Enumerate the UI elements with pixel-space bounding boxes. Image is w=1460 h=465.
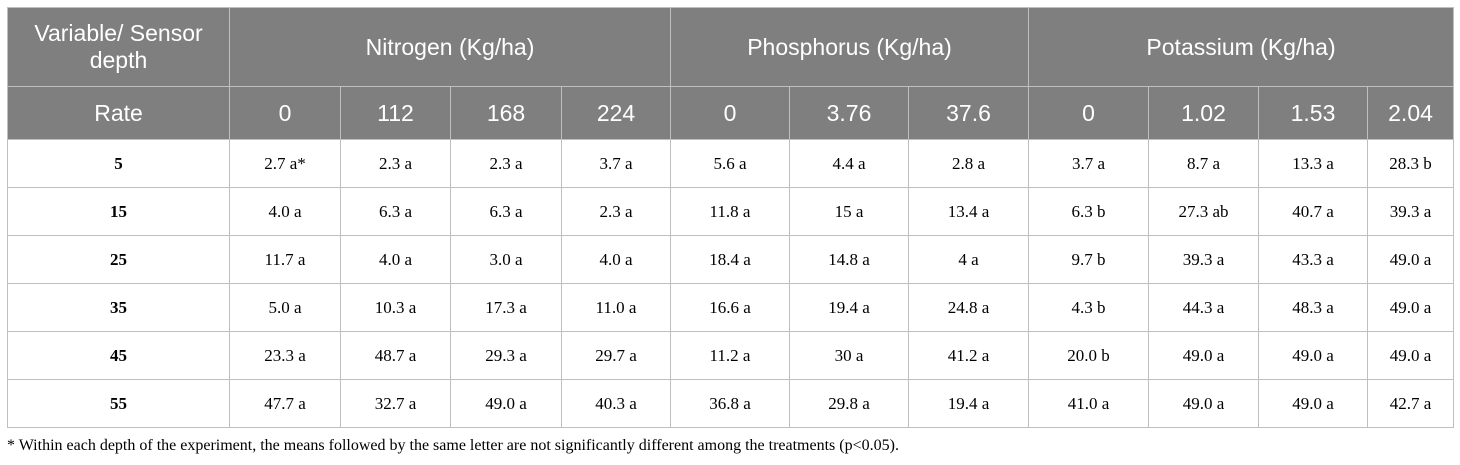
rate-header-cell: 112 [340, 86, 451, 140]
value-cell: 49.0 a [450, 379, 562, 428]
group-header-phosphorus: Phosphorus (Kg/ha) [669, 7, 1030, 87]
depth-cell: 5 [7, 139, 230, 188]
value-cell: 11.8 a [670, 187, 790, 236]
value-cell: 3.7 a [1028, 139, 1150, 188]
depth-cell: 35 [7, 283, 230, 332]
value-cell: 4.3 b [1028, 283, 1150, 332]
value-cell: 14.8 a [789, 235, 909, 284]
value-cell: 19.4 a [789, 283, 909, 332]
value-cell: 5.6 a [670, 139, 790, 188]
value-cell: 49.0 a [1367, 283, 1455, 332]
value-cell: 29.3 a [450, 331, 562, 380]
value-cell: 41.2 a [907, 331, 1030, 380]
rate-header-cell: 1.02 [1148, 86, 1260, 140]
value-cell: 36.8 a [670, 379, 790, 428]
rate-header-cell: 1.53 [1258, 86, 1369, 140]
value-cell: 10.3 a [340, 283, 451, 332]
value-cell: 41.0 a [1028, 379, 1150, 428]
value-cell: 9.7 b [1028, 235, 1150, 284]
value-cell: 49.0 a [1367, 331, 1455, 380]
value-cell: 49.0 a [1258, 379, 1369, 428]
rate-header-cell: 168 [450, 86, 562, 140]
rate-header-cell: 3.76 [789, 86, 909, 140]
value-cell: 5.0 a [229, 283, 341, 332]
value-cell: 18.4 a [670, 235, 790, 284]
value-cell: 42.7 a [1367, 379, 1455, 428]
value-cell: 17.3 a [450, 283, 562, 332]
depth-cell: 25 [7, 235, 230, 284]
rate-header-cell: 2.04 [1367, 86, 1455, 140]
value-cell: 49.0 a [1148, 379, 1260, 428]
rate-header-cell: 37.6 [907, 86, 1030, 140]
value-cell: 13.4 a [907, 187, 1030, 236]
value-cell: 30 a [789, 331, 909, 380]
depth-cell: 55 [7, 379, 230, 428]
value-cell: 40.7 a [1258, 187, 1369, 236]
value-cell: 29.7 a [561, 331, 671, 380]
rate-header-cell: 0 [670, 86, 790, 140]
value-cell: 48.3 a [1258, 283, 1369, 332]
value-cell: 3.0 a [450, 235, 562, 284]
value-cell: 48.7 a [340, 331, 451, 380]
value-cell: 24.8 a [907, 283, 1030, 332]
value-cell: 49.0 a [1148, 331, 1260, 380]
value-cell: 11.2 a [670, 331, 790, 380]
value-cell: 44.3 a [1148, 283, 1260, 332]
group-header-row: Variable/ Sensor depth Nitrogen (Kg/ha) … [7, 7, 1455, 87]
value-cell: 11.0 a [561, 283, 671, 332]
rate-header-cell: 0 [229, 86, 341, 140]
rate-header-cell: 0 [1028, 86, 1150, 140]
footnote: * Within each depth of the experiment, t… [7, 437, 899, 454]
rate-header-row: Rate 0 112 168 224 0 3.76 37.6 0 1.02 1.53 2.04 [7, 86, 1455, 140]
value-cell: 6.3 b [1028, 187, 1150, 236]
table-row: 15 4.0 a 6.3 a 6.3 a 2.3 a 11.8 a 15 a 13.4 a 6.… [7, 187, 1455, 236]
value-cell: 6.3 a [340, 187, 451, 236]
value-cell: 2.3 a [450, 139, 562, 188]
corner-header: Variable/ Sensor depth [7, 7, 230, 87]
table-row: 55 47.7 a 32.7 a 49.0 a 40.3 a 36.8 a 29.8 a 19… [7, 379, 1455, 428]
value-cell: 15 a [789, 187, 909, 236]
table-row: 5 2.7 a* 2.3 a 2.3 a 3.7 a 5.6 a 4.4 a 2.8 a 3.7… [7, 139, 1455, 188]
rate-label: Rate [7, 86, 230, 140]
value-cell: 29.8 a [789, 379, 909, 428]
value-cell: 23.3 a [229, 331, 341, 380]
value-cell: 20.0 b [1028, 331, 1150, 380]
value-cell: 11.7 a [229, 235, 341, 284]
table-body: 5 2.7 a* 2.3 a 2.3 a 3.7 a 5.6 a 4.4 a 2.8 a 3.7… [7, 139, 1455, 428]
value-cell: 13.3 a [1258, 139, 1369, 188]
value-cell: 4.0 a [561, 235, 671, 284]
value-cell: 2.8 a [907, 139, 1030, 188]
value-cell: 19.4 a [907, 379, 1030, 428]
depth-cell: 15 [7, 187, 230, 236]
value-cell: 49.0 a [1258, 331, 1369, 380]
table-row: 35 5.0 a 10.3 a 17.3 a 11.0 a 16.6 a 19.4 a 24.… [7, 283, 1455, 332]
rate-header-cell: 224 [561, 86, 671, 140]
value-cell: 4.0 a [229, 187, 341, 236]
value-cell: 8.7 a [1148, 139, 1260, 188]
value-cell: 4 a [907, 235, 1030, 284]
group-header-potassium: Potassium (Kg/ha) [1028, 7, 1455, 87]
group-header-nitrogen: Nitrogen (Kg/ha) [229, 7, 671, 87]
table-row: 45 23.3 a 48.7 a 29.3 a 29.7 a 11.2 a 30 a 41.2… [7, 331, 1455, 380]
value-cell: 39.3 a [1367, 187, 1455, 236]
value-cell: 32.7 a [340, 379, 451, 428]
value-cell: 28.3 b [1367, 139, 1455, 188]
value-cell: 43.3 a [1258, 235, 1369, 284]
depth-cell: 45 [7, 331, 230, 380]
value-cell: 49.0 a [1367, 235, 1455, 284]
value-cell: 27.3 ab [1148, 187, 1260, 236]
value-cell: 6.3 a [450, 187, 562, 236]
value-cell: 2.3 a [340, 139, 451, 188]
value-cell: 40.3 a [561, 379, 671, 428]
results-table: Variable/ Sensor depth Nitrogen (Kg/ha) … [7, 7, 1455, 428]
value-cell: 4.0 a [340, 235, 451, 284]
value-cell: 2.3 a [561, 187, 671, 236]
value-cell: 4.4 a [789, 139, 909, 188]
value-cell: 3.7 a [561, 139, 671, 188]
value-cell: 39.3 a [1148, 235, 1260, 284]
value-cell: 16.6 a [670, 283, 790, 332]
value-cell: 47.7 a [229, 379, 341, 428]
value-cell: 2.7 a* [229, 139, 341, 188]
